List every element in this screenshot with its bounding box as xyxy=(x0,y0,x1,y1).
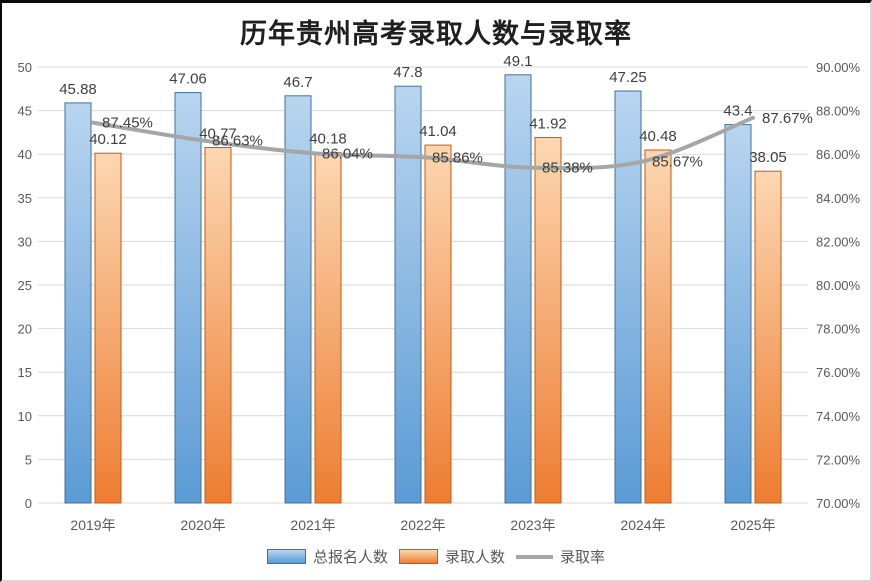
bar-total-applicants-2023年[interactable] xyxy=(504,74,532,504)
x-axis-tick: 2021年 xyxy=(290,517,335,533)
admission-rate-line[interactable] xyxy=(91,115,755,171)
y-left-axis-tick: 30 xyxy=(18,234,32,249)
x-axis-tick: 2019年 xyxy=(70,517,115,533)
bar-data-label: 41.04 xyxy=(419,123,457,140)
y-left-axis-tick: 10 xyxy=(18,409,32,424)
y-right-axis-tick: 78.00% xyxy=(816,322,861,337)
legend-label: 录取人数 xyxy=(444,549,505,566)
y-right-axis-tick: 74.00% xyxy=(816,409,861,424)
y-left-axis-tick: 35 xyxy=(18,191,32,206)
rate-data-label: 85.86% xyxy=(432,149,483,166)
x-axis-tick: 2022年 xyxy=(400,517,445,533)
y-right-axis-tick: 80.00% xyxy=(816,278,861,293)
bar-admitted-2025年[interactable] xyxy=(754,170,782,504)
legend-label: 总报名人数 xyxy=(312,549,388,566)
bar-data-label: 38.05 xyxy=(749,149,787,166)
y-left-axis-tick: 5 xyxy=(25,452,32,467)
bar-admitted-2021年[interactable] xyxy=(314,152,342,504)
bar-data-label: 47.06 xyxy=(169,71,207,88)
y-right-axis-tick: 84.00% xyxy=(816,191,861,206)
legend-item-admitted[interactable]: 录取人数 xyxy=(398,546,505,567)
bar-total-applicants-2019年[interactable] xyxy=(64,102,92,504)
y-left-axis-tick: 45 xyxy=(18,104,32,119)
bar-admitted-2024年[interactable] xyxy=(644,149,672,504)
x-axis-tick: 2023年 xyxy=(510,517,555,533)
y-left-axis-tick: 20 xyxy=(18,322,32,337)
legend-bar-swatch-icon xyxy=(266,549,306,564)
y-right-axis-tick: 72.00% xyxy=(816,452,861,467)
y-right-axis-tick: 90.00% xyxy=(816,60,861,75)
x-axis-tick: 2025年 xyxy=(730,517,775,533)
bar-data-label: 40.18 xyxy=(309,131,347,148)
bar-data-label: 40.12 xyxy=(89,131,127,148)
y-left-axis-tick: 15 xyxy=(18,365,32,380)
y-right-axis-tick: 86.00% xyxy=(816,147,861,162)
y-right-axis-tick: 70.00% xyxy=(816,496,861,511)
legend-label: 录取率 xyxy=(560,549,606,566)
rate-data-label: 85.67% xyxy=(652,153,703,170)
y-right-axis-tick: 88.00% xyxy=(816,104,861,119)
bar-data-label: 49.1 xyxy=(503,53,532,70)
bar-total-applicants-2021年[interactable] xyxy=(284,95,312,504)
legend-line-swatch-icon xyxy=(516,554,553,559)
bar-data-label: 47.25 xyxy=(609,69,647,86)
bar-total-applicants-2020年[interactable] xyxy=(174,92,202,504)
plot-area: 0 70.00% 5 72.00% 10 74.00% 15 76.00% 20 78.00% 25… xyxy=(18,53,861,533)
bar-data-label: 40.48 xyxy=(639,128,677,145)
bar-admitted-2022年[interactable] xyxy=(424,144,452,504)
rate-data-label: 87.67% xyxy=(762,110,813,127)
bar-total-applicants-2022年[interactable] xyxy=(394,85,422,504)
y-left-axis-tick: 0 xyxy=(25,496,32,511)
bar-admitted-2019年[interactable] xyxy=(94,152,122,504)
rate-data-label: 86.04% xyxy=(322,145,373,162)
bar-data-label: 40.77 xyxy=(199,126,237,143)
y-right-axis-tick: 76.00% xyxy=(816,365,861,380)
y-left-axis-tick: 40 xyxy=(18,147,32,162)
bar-data-label: 41.92 xyxy=(529,116,567,133)
legend: 总报名人数 录取人数 录取率 xyxy=(2,546,870,567)
rate-data-label: 87.45% xyxy=(102,115,153,132)
y-left-axis-tick: 50 xyxy=(18,60,32,75)
bar-data-label: 46.7 xyxy=(283,74,312,91)
y-right-axis-tick: 82.00% xyxy=(816,234,861,249)
x-axis-tick: 2024年 xyxy=(620,517,665,533)
bar-data-label: 47.8 xyxy=(393,64,422,81)
legend-item-total-applicants[interactable]: 总报名人数 xyxy=(266,546,388,567)
bar-admitted-2023年[interactable] xyxy=(534,137,562,504)
rate-data-label: 85.38% xyxy=(542,160,593,177)
bar-data-label: 43.4 xyxy=(723,103,752,120)
legend-item-admission-rate[interactable]: 录取率 xyxy=(516,546,605,567)
legend-bar-swatch-icon xyxy=(398,549,438,564)
rate-data-label: 86.63% xyxy=(212,133,263,150)
y-left-axis-tick: 25 xyxy=(18,278,32,293)
bar-total-applicants-2025年[interactable] xyxy=(724,124,752,504)
bar-total-applicants-2024年[interactable] xyxy=(614,90,642,504)
bar-admitted-2020年[interactable] xyxy=(204,147,232,504)
bar-data-label: 45.88 xyxy=(59,81,97,98)
chart-title: 历年贵州高考录取人数与录取率 xyxy=(240,19,632,49)
x-axis-tick: 2020年 xyxy=(180,517,225,533)
